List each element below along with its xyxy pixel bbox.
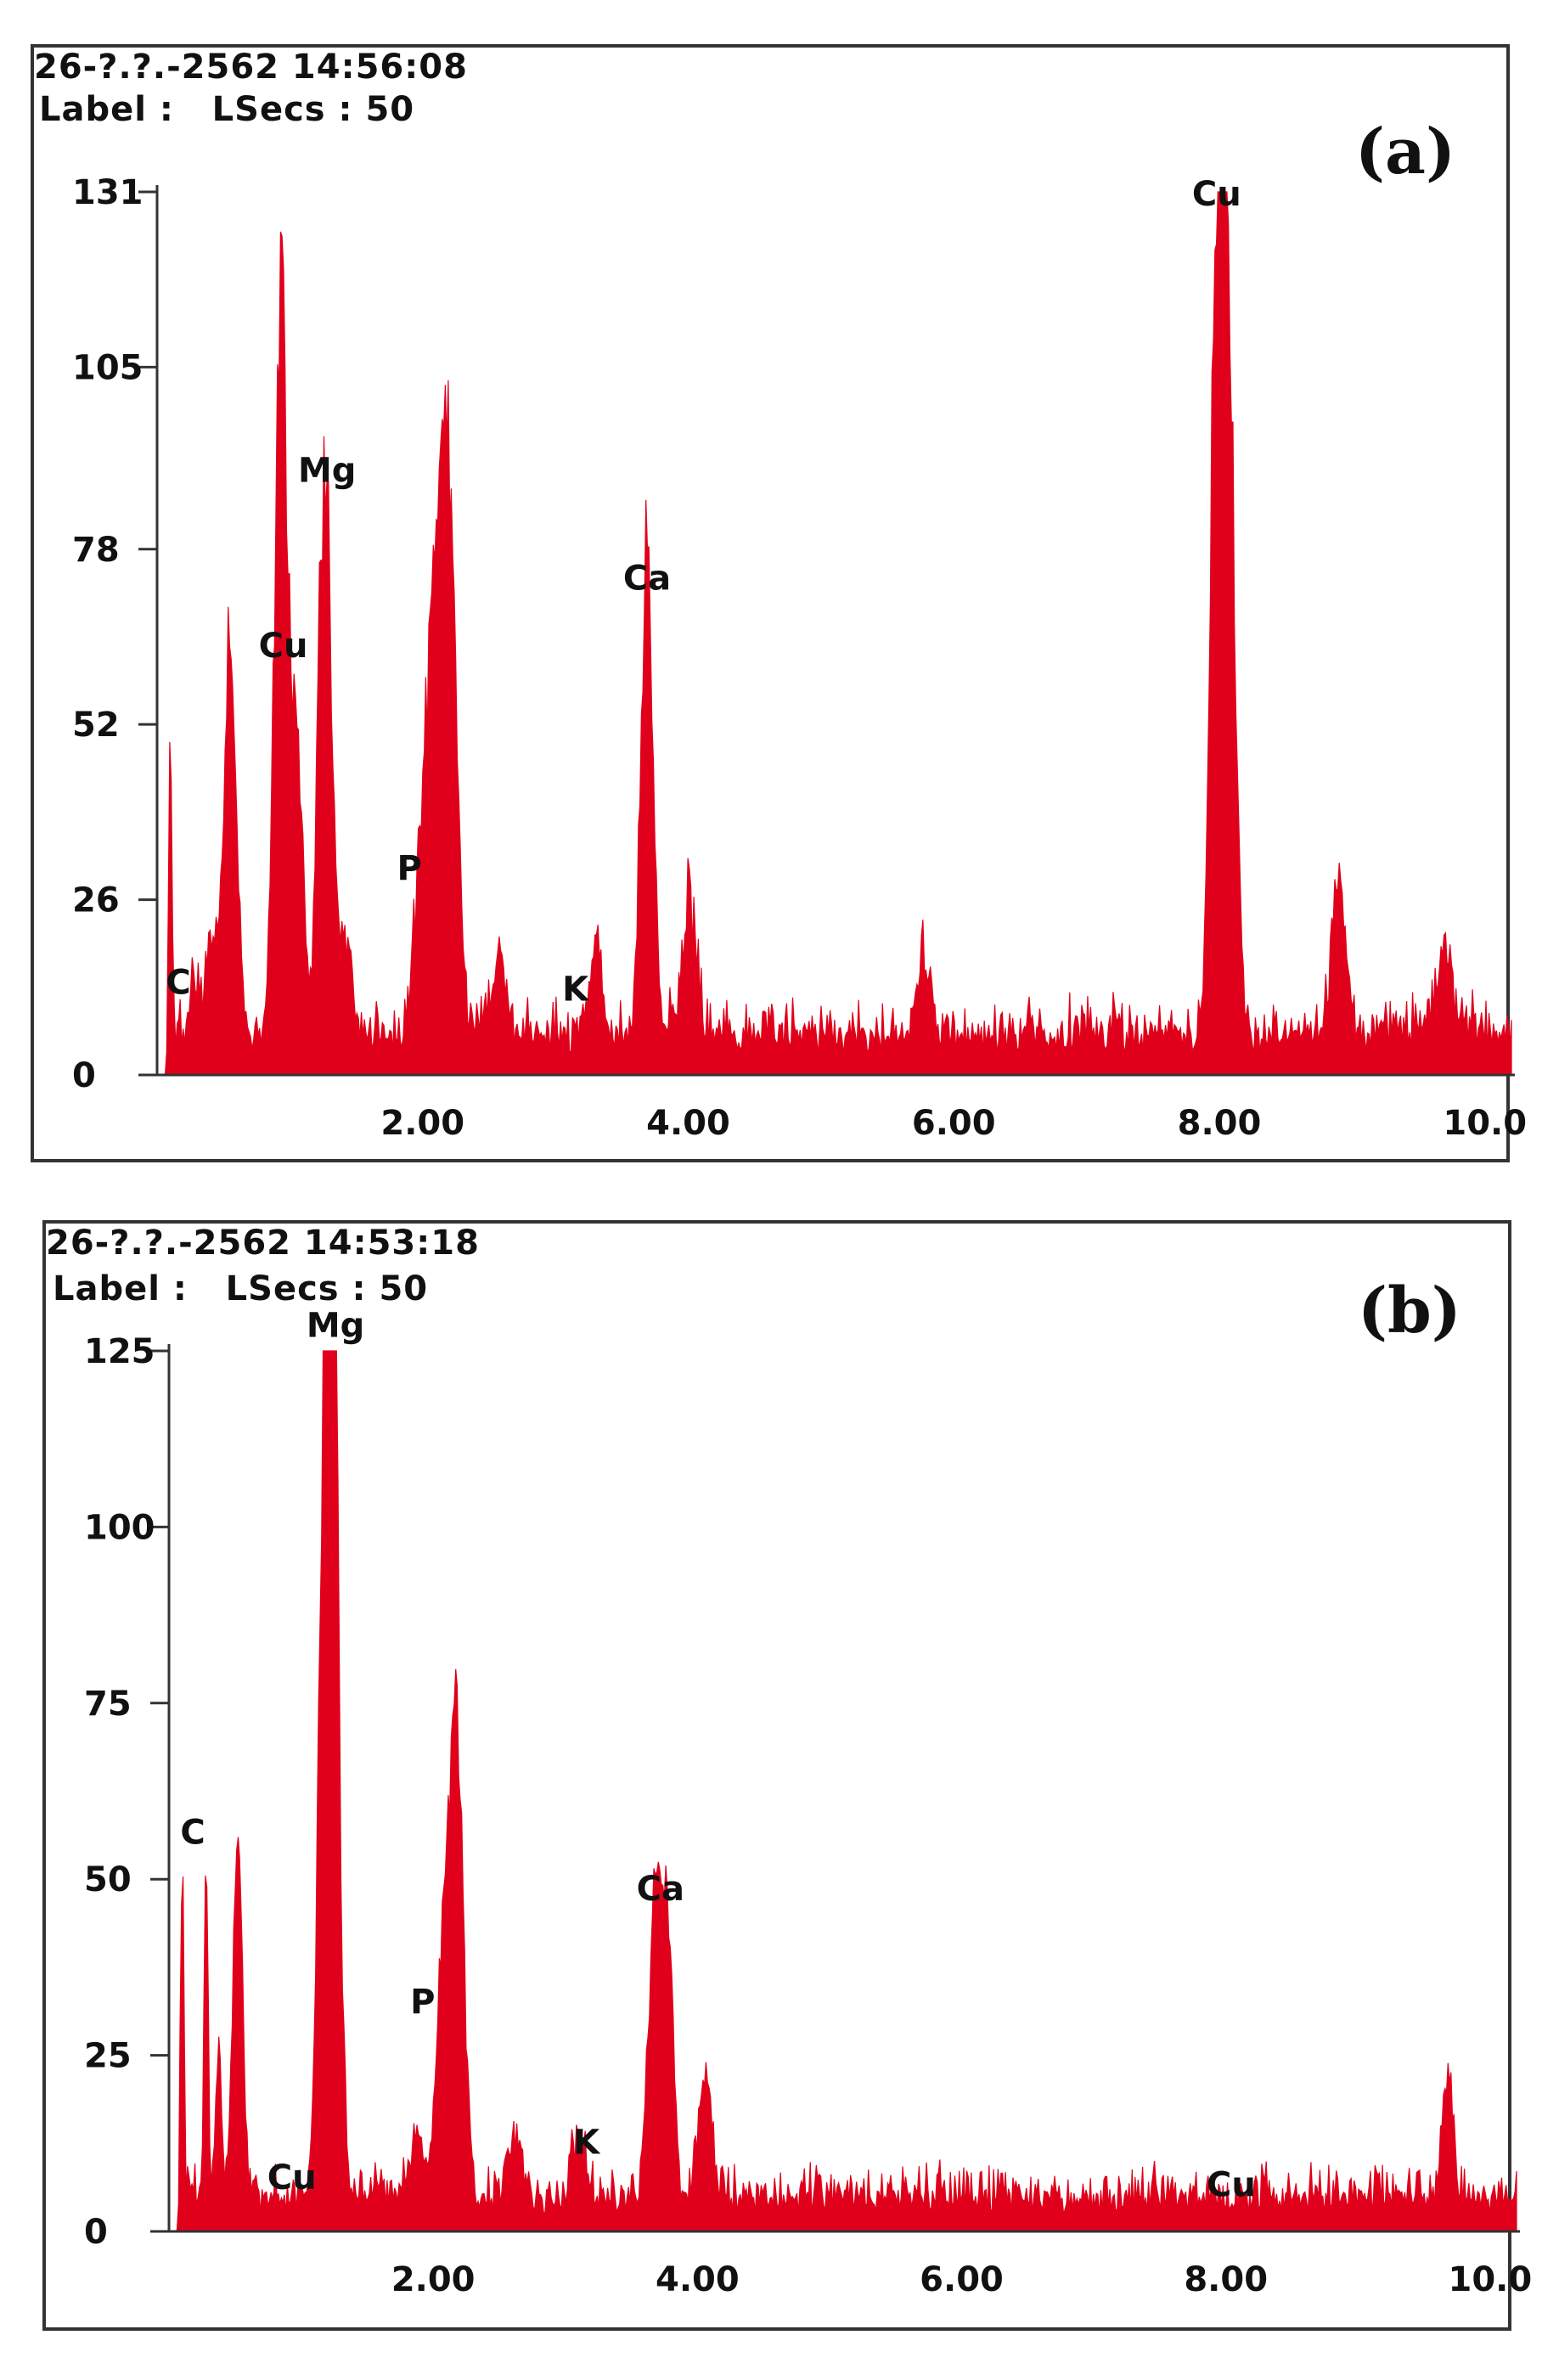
y-tick-label: 50 [84,1860,132,1899]
element-label: K [562,971,590,1010]
y-tick-label: 26 [72,881,120,920]
element-label: C [180,1814,205,1853]
spectrum-area [168,1350,1517,2232]
y-tick-label: 105 [72,348,144,387]
element-label: Cu [1192,175,1241,214]
y-tick-label: 100 [84,1508,155,1547]
x-tick-label: 10.0 [1443,1104,1527,1143]
spectrum-area [156,191,1512,1076]
x-tick-label: 2.00 [391,2260,476,2299]
y-tick-label: 0 [84,2213,108,2252]
x-tick-label: 8.00 [1184,2260,1268,2299]
spectrum-panel-a: 26-?.?.-2562 14:56:08 Label : LSecs : 50… [31,44,1527,1162]
eds-spectrum-chart-a: 0 26 52 78 105 131 2.00 4.00 6.00 8.00 10.0 C Cu Mg P K… [72,173,1527,1143]
element-label: P [410,1983,435,2022]
y-tick-label: 25 [84,2037,132,2076]
element-label: Mg [298,451,356,490]
timestamp: 26-?.?.-2562 14:56:08 [34,48,468,87]
spectrum-panel-b: 26-?.?.-2562 14:53:18 Label : LSecs : 50… [42,1220,1532,2331]
x-tick-label: 6.00 [912,1104,996,1143]
y-tick-label: 0 [72,1056,96,1095]
x-tick-label: 10.0 [1449,2260,1533,2299]
y-tick-label: 131 [72,173,144,212]
label-line: Label : LSecs : 50 [53,1269,429,1308]
panel-label: (b) [1358,1274,1461,1348]
element-label: C [166,964,190,1003]
y-tick-label: 52 [72,706,120,745]
element-label: Ca [623,559,671,598]
x-tick-label: 6.00 [920,2260,1004,2299]
y-tick-label: 75 [84,1685,132,1724]
x-tick-label: 8.00 [1178,1104,1262,1143]
element-label: P [397,849,421,888]
element-label: Cu [259,627,308,666]
x-tick-label: 2.00 [380,1104,464,1143]
element-label: Ca [637,1870,684,1909]
y-tick-label: 78 [72,531,120,570]
label-line: Label : LSecs : 50 [39,90,415,129]
y-tick-label: 125 [84,1332,155,1371]
element-label: Mg [307,1306,364,1345]
element-label: K [573,2124,601,2163]
panel-label: (a) [1355,115,1455,188]
x-tick-label: 4.00 [646,1104,730,1143]
x-tick-label: 4.00 [656,2260,740,2299]
element-label: Cu [267,2158,317,2197]
eds-spectrum-chart-b: 0 25 50 75 100 125 2.00 4.00 6.00 8.00 10.0 C Mg P Cu K… [84,1306,1532,2299]
timestamp: 26-?.?.-2562 14:53:18 [46,1224,480,1263]
element-label: Cu [1207,2166,1256,2205]
